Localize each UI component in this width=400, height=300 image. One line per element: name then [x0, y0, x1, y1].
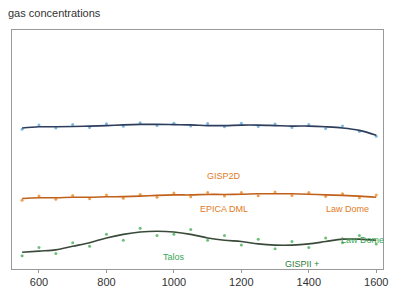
svg-text:GISP2D: GISP2D [207, 171, 241, 181]
svg-text:1200: 1200 [229, 276, 253, 288]
svg-text:Law Dome: Law Dome [326, 204, 369, 214]
svg-text:GISPII +: GISPII + [285, 259, 319, 269]
svg-text:1600: 1600 [364, 276, 388, 288]
svg-text:Law Dome: Law Dome [341, 235, 384, 245]
svg-text:gas concentrations: gas concentrations [8, 7, 101, 19]
svg-text:Talos: Talos [163, 252, 185, 262]
svg-text:1400: 1400 [297, 276, 321, 288]
svg-text:1000: 1000 [162, 276, 186, 288]
svg-text:800: 800 [97, 276, 115, 288]
svg-text:EPICA DML: EPICA DML [200, 204, 248, 214]
svg-text:600: 600 [30, 276, 48, 288]
